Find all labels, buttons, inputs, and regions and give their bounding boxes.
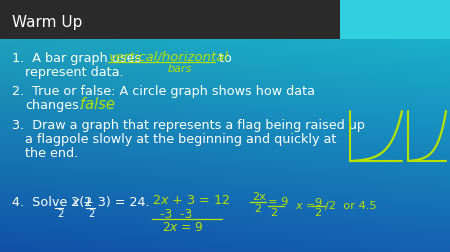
Text: 9: 9 [314,197,321,207]
Text: 2x: 2x [252,191,266,201]
Text: -3  -3: -3 -3 [160,207,192,220]
Text: 3.  Draw a graph that represents a flag being raised up: 3. Draw a graph that represents a flag b… [12,118,365,132]
Text: 2$\it{x}$ = 9: 2$\it{x}$ = 9 [162,220,204,233]
Text: 2: 2 [88,208,94,218]
Text: 2$\it{x}$ + 3 = 12: 2$\it{x}$ + 3 = 12 [152,193,230,206]
Text: changes.: changes. [25,99,83,112]
Text: bars: bars [168,64,193,74]
Text: /2  or 4.5: /2 or 4.5 [325,200,377,210]
Text: 1.  A bar graph uses: 1. A bar graph uses [12,52,141,65]
Bar [340,0,450,40]
Text: Warm Up: Warm Up [12,14,82,29]
Text: $\it{x}$ =: $\it{x}$ = [295,200,316,210]
Text: the end.: the end. [25,146,78,159]
Text: 2: 2 [57,208,63,218]
Text: vertical/horizontal: vertical/horizontal [108,50,228,63]
Text: $\it{x}$: $\it{x}$ [71,195,81,208]
Text: to: to [215,52,232,65]
Text: 2: 2 [270,207,277,217]
Text: 2.  True or false: A circle graph shows how data: 2. True or false: A circle graph shows h… [12,85,315,98]
Text: 2: 2 [314,207,321,217]
Bar [0,0,340,40]
Text: 2: 2 [254,203,261,213]
Text: false: false [80,97,115,112]
Text: represent data.: represent data. [25,66,124,79]
Text: = 9: = 9 [268,196,288,206]
Text: a flagpole slowly at the beginning and quickly at: a flagpole slowly at the beginning and q… [25,133,337,145]
Text: 4.  Solve 2(2: 4. Solve 2(2 [12,195,92,208]
Text: + 3) = 24.: + 3) = 24. [79,195,149,208]
